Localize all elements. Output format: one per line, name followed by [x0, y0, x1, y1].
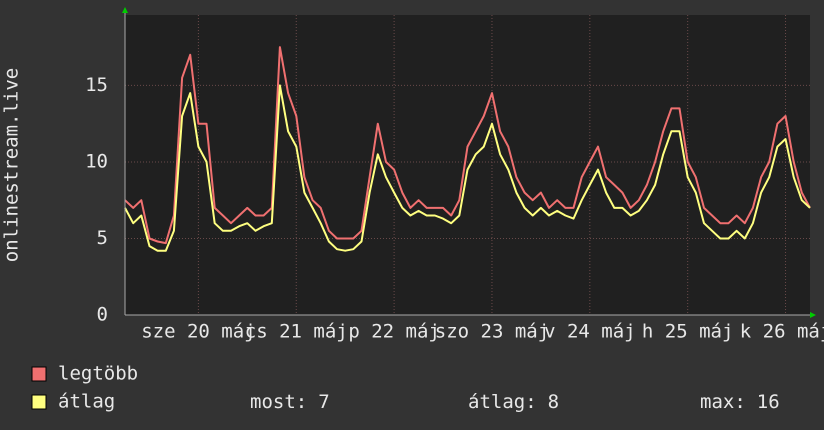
legend: legtöbb átlag most: 7 átlag: 8 max: 16	[31, 363, 780, 413]
legend-swatch	[31, 366, 47, 382]
x-tick-label: v 24 máj	[544, 321, 636, 343]
stat-label: átlag:	[468, 391, 537, 413]
plot-area	[125, 15, 810, 315]
legend-swatch	[31, 394, 47, 410]
stat-value: 16	[757, 391, 780, 413]
series-line	[124, 84, 811, 252]
stat: max: 16	[700, 391, 780, 413]
axis-arrow	[122, 7, 128, 13]
stat: most: 7	[250, 391, 330, 413]
series-line	[124, 46, 811, 245]
x-tick-label: p 22 máj	[348, 321, 440, 343]
stat-label: max:	[700, 391, 746, 413]
legend-label: legtöbb	[58, 363, 138, 385]
y-tick-label: 5	[97, 227, 108, 249]
stat-value: 8	[548, 391, 559, 413]
axis-arrow	[810, 312, 816, 318]
y-tick-label: 0	[97, 304, 108, 326]
stat-value: 7	[318, 391, 329, 413]
y-axis-label: onlinestream.live	[1, 68, 23, 262]
x-tick-label: h 25 máj	[642, 321, 734, 343]
lines	[124, 46, 811, 252]
stat: átlag: 8	[468, 391, 559, 413]
legend-label: átlag	[58, 391, 115, 413]
x-tick-label: szo 23 máj	[435, 321, 549, 343]
stat-label: most:	[250, 391, 307, 413]
x-tick-label: cs 21 máj	[245, 321, 348, 343]
y-tick-label: 10	[85, 150, 108, 172]
x-tick-label: sze 20 máj	[141, 321, 255, 343]
y-tick-label: 15	[85, 74, 108, 96]
x-tick-label: k 26 máj	[740, 321, 824, 343]
